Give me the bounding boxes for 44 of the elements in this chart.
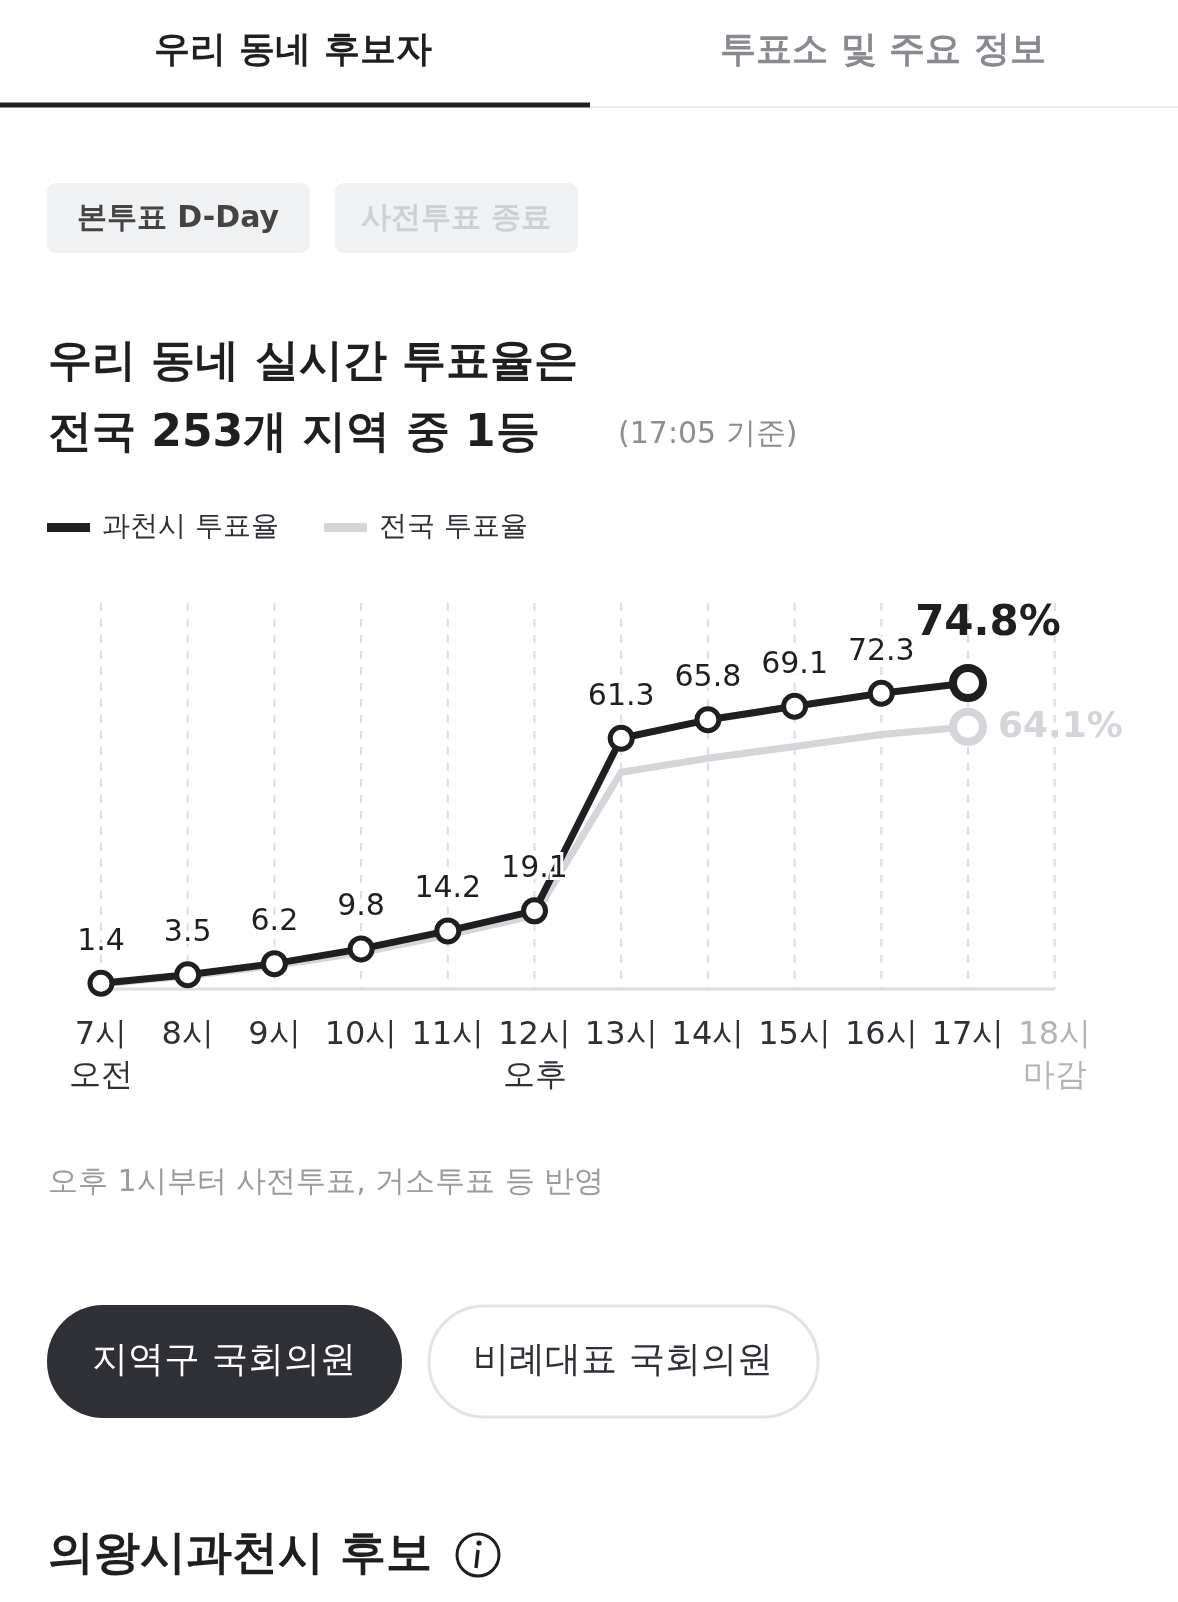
point: [521, 897, 548, 925]
point: [260, 950, 288, 978]
x-tick-label: 11시: [411, 1014, 485, 1052]
point: [607, 724, 635, 752]
x-tick-label: 7시 오전: [69, 1014, 133, 1093]
chart-title: 우리 동네 실시간 투표율은 전국 253개 지역 중 1등: [48, 334, 578, 456]
text: 본투표 D-Day: [76, 198, 280, 234]
x-tick-label: 14시: [671, 1014, 745, 1052]
x-tick-label: 8시: [161, 1014, 214, 1052]
data-label: 9.8: [337, 887, 385, 923]
data-label: 74.8%: [915, 595, 1061, 645]
text: 비례대표 국회의원: [473, 1338, 773, 1379]
data-label: 6.2: [250, 902, 299, 938]
point: [347, 935, 375, 963]
x-tick-label: 12시 오후: [498, 1014, 571, 1093]
data-label: 14.2: [414, 869, 482, 905]
x-tick-label: 18시 마감: [1018, 1014, 1092, 1093]
x-tick-label: 17시: [931, 1014, 1005, 1052]
data-label: 65.8: [674, 658, 742, 694]
data-label: 3.5: [163, 913, 212, 949]
point: [434, 917, 462, 945]
text: 의왕시과천시 후보: [48, 1524, 433, 1579]
text: 우리 동네 후보자: [154, 28, 432, 69]
data-label: 1.4: [77, 921, 125, 957]
data-label: 72.3: [847, 631, 915, 667]
point: [867, 679, 895, 707]
text: 투표소 및 주요 정보: [720, 28, 1046, 69]
point: [694, 706, 722, 734]
point: [87, 969, 115, 997]
chart-subtitle: (17:05 기준): [618, 414, 798, 450]
text: 오후 1시부터 사전투표, 거소투표 등 반영: [48, 1162, 605, 1198]
x-tick-label: 15시: [758, 1014, 831, 1052]
data-label: 69.1: [761, 644, 828, 680]
legend-label: 과천시 투표율: [102, 509, 279, 542]
text: 지역구 국회의원: [92, 1338, 356, 1379]
point: [949, 707, 987, 746]
point: [781, 692, 809, 720]
legend-label: 전국 투표율: [378, 509, 528, 542]
x-tick-label: 13시: [584, 1014, 658, 1052]
x-tick-label: 16시: [844, 1014, 918, 1052]
x-tick-label: 10시: [324, 1014, 398, 1052]
point: [174, 961, 202, 989]
data-label: 61.3: [587, 676, 655, 712]
x-tick-label: 9시: [248, 1014, 301, 1052]
